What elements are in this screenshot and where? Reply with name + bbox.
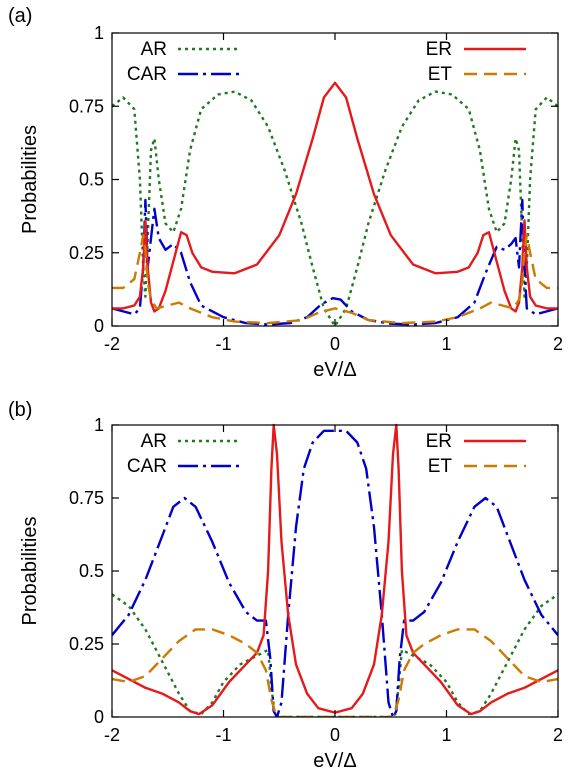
y-tick-label: 0.5: [79, 170, 104, 190]
x-tick-label: -2: [104, 334, 120, 354]
x-tick-label: 0: [330, 725, 340, 745]
legend-label-et: ET: [428, 64, 453, 85]
x-tick-label: 1: [441, 725, 451, 745]
y-tick-label: 0.25: [69, 634, 104, 654]
x-tick-label: 0: [330, 334, 340, 354]
legend-label-ar: AR: [141, 431, 167, 452]
chart-panel-b: -2 -1 0 1 2 0 0.25 0.5 0.75 1 eV/Δ Probabilities (b)…: [8, 399, 563, 772]
legend-label-er: ER: [426, 39, 452, 60]
series-car-line: [112, 198, 558, 326]
y-tick-label: 1: [94, 415, 104, 435]
series-er-line: [112, 423, 558, 716]
series-et-line: [112, 234, 558, 325]
x-axis-label: eV/Δ: [313, 750, 356, 772]
x-axis-label: eV/Δ: [313, 359, 356, 381]
legend-label-car: CAR: [127, 64, 167, 85]
y-tick-label: 0.25: [69, 243, 104, 263]
plot-frame: [111, 32, 559, 327]
y-tick-label: 0.75: [69, 96, 104, 116]
chart-panel-a: -2 -1 0 1 2 0 0.25 0.5 0.75 1 eV/Δ Probabilities (a)…: [8, 5, 563, 381]
series-ar-line: [112, 593, 558, 717]
series-car-line: [112, 429, 558, 717]
series-ar-line: [112, 90, 558, 326]
x-tick-label: -1: [215, 725, 231, 745]
y-axis-label: Probabilities: [19, 517, 41, 626]
y-tick-label: 1: [94, 23, 104, 43]
plot-frame: [111, 424, 559, 718]
y-tick-label: 0: [94, 316, 104, 336]
legend-label-er: ER: [426, 431, 452, 452]
legend-label-car: CAR: [127, 456, 167, 477]
x-tick-label: -1: [215, 334, 231, 354]
y-tick-label: 0.5: [79, 561, 104, 581]
panel-label: (a): [8, 5, 32, 27]
y-tick-label: 0: [94, 707, 104, 727]
series-et-line: [112, 628, 558, 717]
legend-label-ar: AR: [141, 39, 167, 60]
y-tick-label: 0.75: [69, 488, 104, 508]
x-tick-label: 2: [553, 725, 563, 745]
panel-label: (b): [8, 399, 32, 421]
x-tick-label: 2: [553, 334, 563, 354]
y-axis-label: Probabilities: [19, 125, 41, 234]
legend-label-et: ET: [428, 456, 453, 477]
x-tick-label: -2: [104, 725, 120, 745]
x-tick-label: 1: [441, 334, 451, 354]
series-er-line: [112, 81, 558, 313]
